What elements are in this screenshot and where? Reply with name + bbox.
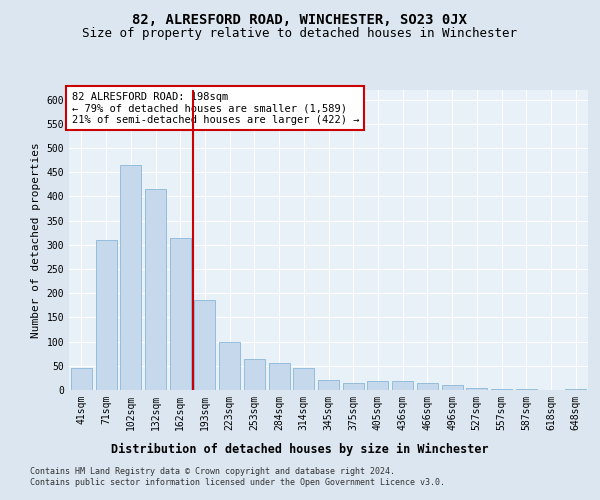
Bar: [466, 388, 487, 390]
Bar: [244, 358, 265, 390]
Bar: [219, 342, 240, 390]
Bar: [293, 368, 314, 390]
Bar: [145, 189, 166, 390]
Bar: [392, 382, 413, 390]
Bar: [565, 389, 586, 390]
Bar: [491, 389, 512, 390]
Bar: [95, 240, 116, 390]
Bar: [442, 385, 463, 390]
Bar: [194, 300, 215, 390]
Text: 82 ALRESFORD ROAD: 198sqm
← 79% of detached houses are smaller (1,589)
21% of se: 82 ALRESFORD ROAD: 198sqm ← 79% of detac…: [71, 92, 359, 124]
Text: Distribution of detached houses by size in Winchester: Distribution of detached houses by size …: [111, 442, 489, 456]
Text: Size of property relative to detached houses in Winchester: Size of property relative to detached ho…: [83, 28, 517, 40]
Bar: [71, 368, 92, 390]
Bar: [343, 382, 364, 390]
Bar: [269, 364, 290, 390]
Text: 82, ALRESFORD ROAD, WINCHESTER, SO23 0JX: 82, ALRESFORD ROAD, WINCHESTER, SO23 0JX: [133, 12, 467, 26]
Bar: [120, 165, 141, 390]
Bar: [367, 382, 388, 390]
Bar: [318, 380, 339, 390]
Text: Contains HM Land Registry data © Crown copyright and database right 2024.
Contai: Contains HM Land Registry data © Crown c…: [30, 468, 445, 487]
Bar: [516, 389, 537, 390]
Y-axis label: Number of detached properties: Number of detached properties: [31, 142, 41, 338]
Bar: [170, 238, 191, 390]
Bar: [417, 382, 438, 390]
